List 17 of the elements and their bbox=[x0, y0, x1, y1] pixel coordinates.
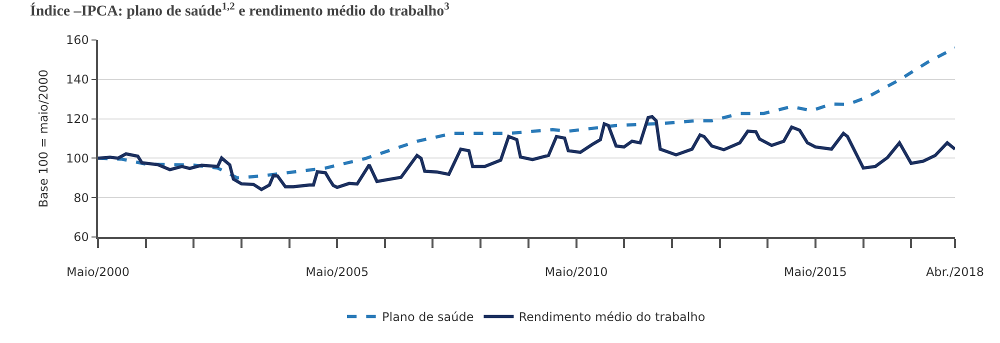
line-series bbox=[98, 46, 955, 180]
chart-title: Índice –IPCA: plano de saúde$^{1,2}$ e rendimento médio do trabalho$^{3}$ bbox=[30, 1, 450, 20]
x-tick-label: Abr./2018 bbox=[926, 265, 984, 280]
y-tick-label: 80 bbox=[74, 190, 89, 205]
x-tick-label: Maio/2000 bbox=[66, 265, 130, 280]
y-tick-label: 140 bbox=[66, 72, 89, 87]
y-tick-label: 120 bbox=[66, 112, 89, 126]
y-tick-label: 160 bbox=[66, 33, 89, 48]
legend-label: Plano de saúde bbox=[382, 310, 474, 324]
x-tick-label: Maio/2005 bbox=[306, 265, 369, 280]
x-tick-label: Maio/2010 bbox=[544, 265, 608, 280]
y-axis-title: Base 100 = maio/2000 bbox=[36, 70, 51, 208]
y-tick-label: 100 bbox=[66, 151, 89, 166]
line-series bbox=[98, 115, 955, 192]
legend-label: Rendimento médio do trabalho bbox=[518, 310, 706, 324]
y-tick-label: 60 bbox=[74, 230, 89, 244]
x-tick-label: Maio/2015 bbox=[784, 265, 847, 280]
